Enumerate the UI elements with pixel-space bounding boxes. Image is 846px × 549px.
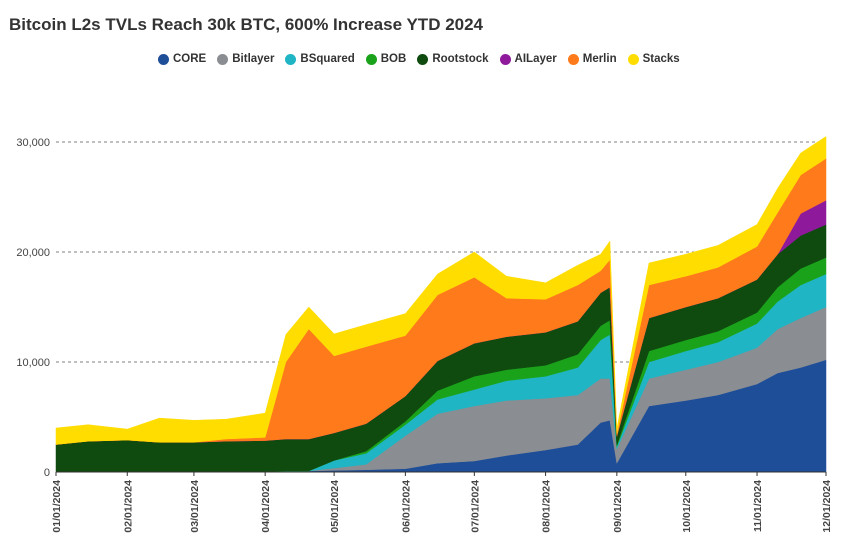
x-tick-label: 07/01/2024 — [469, 480, 481, 533]
x-tick-label: 09/01/2024 — [612, 480, 624, 533]
legend-item-bob[interactable]: BOB — [365, 53, 407, 65]
legend-label: Bitlayer — [232, 53, 275, 65]
legend-swatch-stacks — [627, 53, 639, 65]
legend-swatch-bob — [365, 53, 377, 65]
x-tick-label: 03/01/2024 — [189, 480, 201, 533]
y-tick-label: 30,000 — [16, 137, 50, 149]
legend-swatch-rootstock — [417, 53, 429, 65]
x-tick-label: 02/01/2024 — [122, 480, 134, 533]
legend-label: BOB — [380, 53, 407, 65]
legend-item-bsquared[interactable]: BSquared — [285, 53, 355, 65]
legend-label: Stacks — [642, 53, 680, 65]
x-tick-label: 06/01/2024 — [400, 480, 412, 533]
legend-label: AILayer — [514, 53, 557, 65]
chart-title: Bitcoin L2s TVLs Reach 30k BTC, 600% Inc… — [9, 15, 484, 34]
legend-swatch-bitlayer — [217, 53, 229, 65]
legend-label: BSquared — [300, 53, 355, 65]
x-tick-label: 01/01/2024 — [51, 480, 63, 533]
x-tick-label: 05/01/2024 — [329, 480, 341, 533]
x-tick-label: 04/01/2024 — [260, 480, 272, 533]
y-tick-label: 0 — [44, 467, 50, 479]
y-tick-label: 20,000 — [16, 247, 50, 259]
legend-item-bitlayer[interactable]: Bitlayer — [217, 53, 274, 65]
x-tick-label: 11/01/2024 — [752, 480, 764, 532]
legend-swatch-core — [158, 53, 169, 65]
legend-swatch-ailayer — [499, 53, 511, 65]
legend-label: Merlin — [582, 53, 617, 65]
legend-item-ailayer[interactable]: AILayer — [499, 53, 557, 65]
legend-item-stacks[interactable]: Stacks — [627, 53, 680, 65]
legend: CORE Bitlayer BSquared BOB Rootstock AILayer M… — [158, 53, 691, 65]
legend-swatch-bsquared — [285, 53, 297, 65]
x-tick-label: 08/01/2024 — [541, 480, 553, 533]
legend-label: Rootstock — [432, 53, 489, 65]
legend-item-rootstock[interactable]: Rootstock — [417, 53, 489, 65]
legend-item-merlin[interactable]: Merlin — [567, 53, 617, 65]
area-series-stacks — [55, 136, 827, 445]
legend-label: CORE — [173, 53, 207, 65]
legend-item-core[interactable]: CORE — [158, 53, 206, 65]
legend-swatch-merlin — [567, 53, 579, 65]
x-tick-label: 12/01/2024 — [821, 480, 833, 533]
x-tick-label: 10/01/2024 — [681, 480, 693, 533]
y-tick-label: 10,000 — [16, 357, 50, 369]
